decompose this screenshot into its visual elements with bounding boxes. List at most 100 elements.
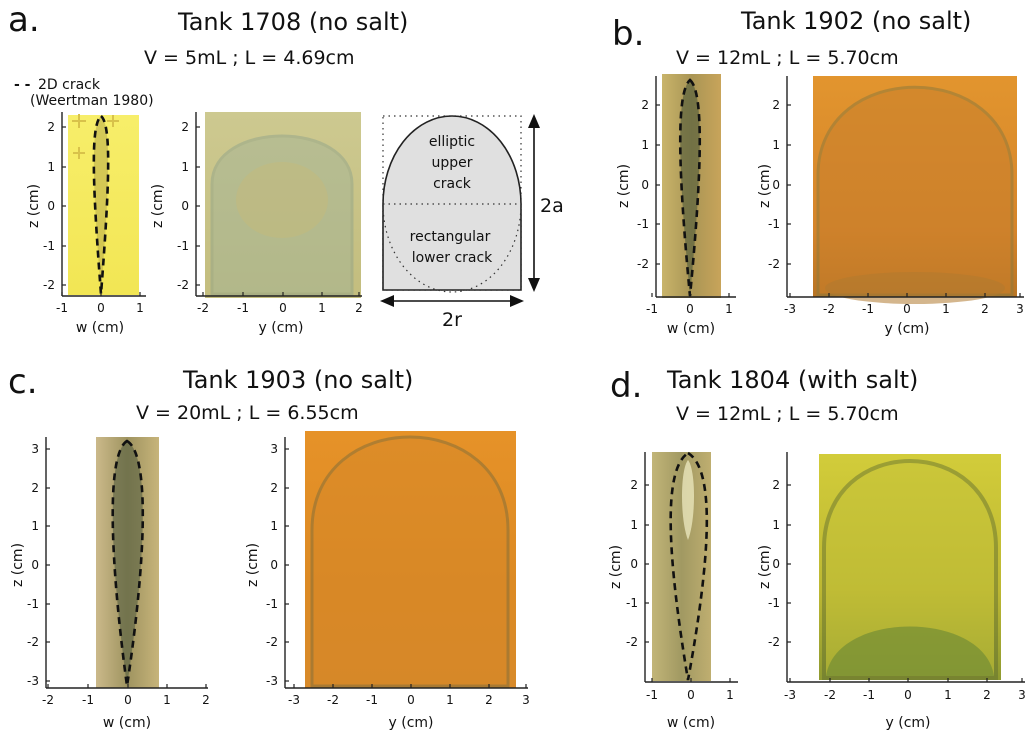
tick: 1 (726, 688, 734, 702)
tick: 1 (47, 160, 55, 174)
tick: 0 (903, 302, 911, 316)
panel-a: a. Tank 1708 (no salt) V = 5mL ; L = 4.6… (8, 0, 564, 336)
tick: -1 (82, 693, 94, 707)
tick: 0 (97, 301, 105, 315)
y-axis-label: z (cm) (150, 184, 166, 228)
tick: 2 (47, 120, 55, 134)
tick: 2 (355, 301, 363, 315)
tick: -2 (768, 257, 780, 271)
panel-d-front-axes: 2 1 0 -1 -2 -3 -2 -1 0 1 2 3 y (cm) z (c… (757, 452, 1026, 731)
panel-c-side-crack-shadow (112, 441, 143, 686)
panel-b-subtitle: V = 12mL ; L = 5.70cm (676, 47, 899, 69)
tick: 0 (31, 558, 39, 572)
tick: -2 (266, 635, 278, 649)
tick: -2 (27, 635, 39, 649)
tick: 2 (31, 481, 39, 495)
tick: -3 (784, 688, 796, 702)
tick: -3 (784, 302, 796, 316)
tick: 1 (772, 518, 780, 532)
tick: 0 (772, 557, 780, 571)
tick: -1 (366, 693, 378, 707)
tick: 1 (944, 688, 952, 702)
tick: -1 (862, 302, 874, 316)
panel-a-side-crack-shadow (93, 116, 109, 294)
photo-shadow (825, 272, 1005, 304)
tick: -3 (288, 693, 300, 707)
tick: -2 (824, 688, 836, 702)
schematic-width-label: 2r (442, 309, 462, 331)
tick: 0 (47, 199, 55, 213)
x-axis-label: y (cm) (885, 321, 930, 337)
tick: -1 (768, 596, 780, 610)
panel-c: c. Tank 1903 (no salt) V = 20mL ; L = 6.… (8, 362, 530, 731)
tick: 1 (725, 302, 733, 316)
schematic-crack-shape (382, 115, 522, 291)
tick: -2 (327, 693, 339, 707)
panel-a-front-photo (205, 112, 361, 298)
legend-line2: (Weertman 1980) (30, 93, 154, 109)
arrowhead (528, 278, 540, 292)
x-axis-label: w (cm) (667, 321, 715, 337)
tick: -1 (863, 688, 875, 702)
tick: 0 (270, 558, 278, 572)
x-axis-label: w (cm) (667, 715, 715, 731)
tick: 2 (630, 478, 638, 492)
arrowhead (510, 295, 524, 307)
schematic-label: elliptic (429, 134, 475, 150)
panel-b: b. Tank 1902 (no salt) V = 12mL ; L = 5.… (612, 7, 1024, 337)
tick: 1 (630, 518, 638, 532)
y-axis-label: z (cm) (245, 543, 261, 587)
x-axis-label: y (cm) (886, 715, 931, 731)
schematic-height-label: 2a (540, 195, 564, 217)
tick: -1 (646, 688, 658, 702)
panel-c-2d-crack-line (111, 439, 145, 687)
tick: 1 (163, 693, 171, 707)
tick: -1 (177, 239, 189, 253)
tick: -1 (237, 301, 249, 315)
x-axis-label: y (cm) (259, 320, 304, 336)
tick: 1 (641, 138, 649, 152)
panel-a-side-axes: 2 1 0 -1 -2 -1 0 1 w (cm) z (cm) (26, 112, 146, 336)
tick: -2 (42, 693, 54, 707)
tick: -2 (823, 302, 835, 316)
tick: 2 (981, 302, 989, 316)
y-axis-label: z (cm) (608, 545, 624, 589)
panel-c-letter: c. (8, 362, 38, 402)
tick: 2 (485, 693, 493, 707)
panel-c-side-axes: 3 2 1 0 -1 -2 -3 -2 -1 0 1 2 w (cm) z (c… (10, 437, 210, 731)
tick: -1 (27, 597, 39, 611)
tick: 0 (124, 693, 132, 707)
tick: 2 (202, 693, 210, 707)
tick: -3 (27, 674, 39, 688)
panel-b-title: Tank 1902 (no salt) (740, 7, 971, 35)
x-axis-label: w (cm) (103, 715, 151, 731)
tick: 2 (983, 688, 991, 702)
panel-b-front-crack (816, 85, 1014, 297)
panel-a-2d-crack-line (92, 114, 110, 295)
tick: 2 (270, 481, 278, 495)
tick: 0 (407, 693, 415, 707)
arrowhead (528, 114, 540, 128)
tick: 1 (772, 138, 780, 152)
tick: -1 (637, 217, 649, 231)
tick: -1 (56, 301, 68, 315)
tick: 3 (1018, 688, 1026, 702)
panel-d: d. Tank 1804 (with salt) V = 12mL ; L = … (608, 366, 1026, 731)
schematic-label: rectangular (410, 229, 491, 245)
tick: 2 (641, 98, 649, 112)
panel-b-front-axes: 2 1 0 -1 -2 -3 -2 -1 0 1 2 3 y (cm) z (c… (757, 76, 1024, 337)
panel-c-front-axes: 3 2 1 0 -1 -2 -3 -3 -2 -1 0 1 2 3 y (cm)… (245, 437, 530, 731)
tick: 0 (686, 302, 694, 316)
panel-a-letter: a. (8, 0, 40, 40)
panel-a-front-axes: 2 1 0 -1 -2 -2 -1 0 1 2 y (cm) z (cm) (150, 112, 363, 336)
photo-glare (682, 460, 694, 540)
panel-c-title: Tank 1903 (no salt) (182, 366, 413, 394)
tick: 2 (772, 478, 780, 492)
schematic-label: upper (431, 155, 472, 171)
y-axis-label: z (cm) (757, 164, 773, 208)
crack-schematic: elliptic upper crack rectangular lower c… (380, 114, 564, 331)
tick: 3 (31, 442, 39, 456)
y-axis-label: z (cm) (616, 164, 632, 208)
panel-d-letter: d. (610, 366, 642, 406)
tick: 0 (772, 178, 780, 192)
